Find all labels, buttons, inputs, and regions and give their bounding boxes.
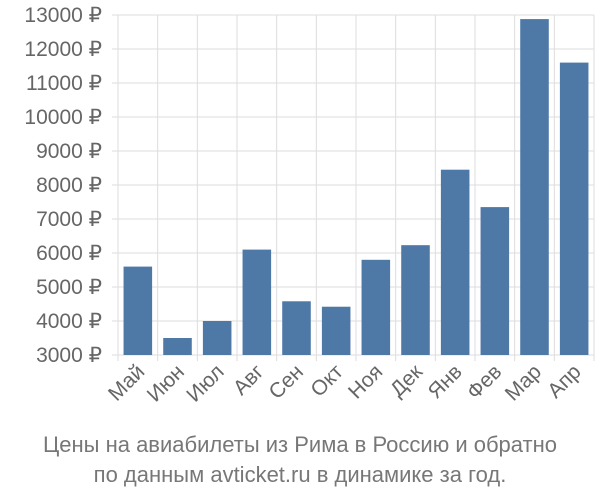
bar-4 — [242, 249, 272, 355]
bar-12 — [559, 62, 589, 355]
bar-6 — [321, 306, 351, 355]
x-tick-label: Апр — [543, 360, 585, 402]
grid-lines — [112, 14, 595, 361]
bar-3 — [202, 321, 232, 355]
x-tick-label: Июл — [182, 360, 228, 406]
y-tick-label: 8000 ₽ — [36, 174, 102, 197]
caption-line-1: Цены на авиабилеты из Рима в Россию и об… — [42, 432, 557, 457]
x-tick-label: Мар — [501, 360, 546, 405]
y-tick-label: 9000 ₽ — [36, 140, 102, 163]
x-tick-label: Янв — [424, 360, 467, 403]
bar-10 — [480, 207, 510, 355]
bar-7 — [361, 259, 391, 355]
y-tick-label: 7000 ₽ — [36, 208, 102, 231]
y-tick-label: 3000 ₽ — [36, 344, 102, 367]
y-tick-label: 10000 ₽ — [24, 106, 102, 129]
y-tick-label: 11000 ₽ — [26, 72, 102, 95]
y-tick-label: 6000 ₽ — [36, 242, 102, 265]
caption-line-2: по данным avticket.ru в динамике за год. — [93, 462, 507, 487]
bar-chart: 3000 ₽ 4000 ₽ 5000 ₽ 6000 ₽ 7000 ₽ 8000 ₽ 9000… — [24, 4, 595, 407]
y-tick-label: 4000 ₽ — [36, 310, 102, 333]
x-tick-label: Июн — [143, 360, 189, 406]
bar-8 — [401, 245, 430, 355]
x-tick-label: Май — [104, 360, 149, 405]
y-tick-label: 12000 ₽ — [24, 38, 102, 61]
chart-caption: Цены на авиабилеты из Рима в Россию и об… — [0, 430, 600, 490]
bar-11 — [520, 19, 549, 356]
bar-2 — [163, 338, 192, 355]
x-tick-label: Окт — [306, 360, 348, 402]
bars — [123, 19, 589, 356]
x-tick-label: Сен — [265, 360, 308, 403]
bar-1 — [123, 266, 153, 355]
x-tick-label: Авг — [229, 360, 269, 400]
x-tick-label: Фев — [463, 360, 507, 404]
y-axis: 3000 ₽ 4000 ₽ 5000 ₽ 6000 ₽ 7000 ₽ 8000 ₽ 9000… — [24, 4, 102, 367]
y-tick-label: 5000 ₽ — [36, 276, 102, 299]
bar-9 — [440, 169, 470, 355]
bar-5 — [282, 301, 311, 355]
x-tick-label: Ноя — [344, 360, 387, 403]
y-tick-label: 13000 ₽ — [24, 4, 102, 27]
x-tick-label: Дек — [386, 360, 428, 402]
